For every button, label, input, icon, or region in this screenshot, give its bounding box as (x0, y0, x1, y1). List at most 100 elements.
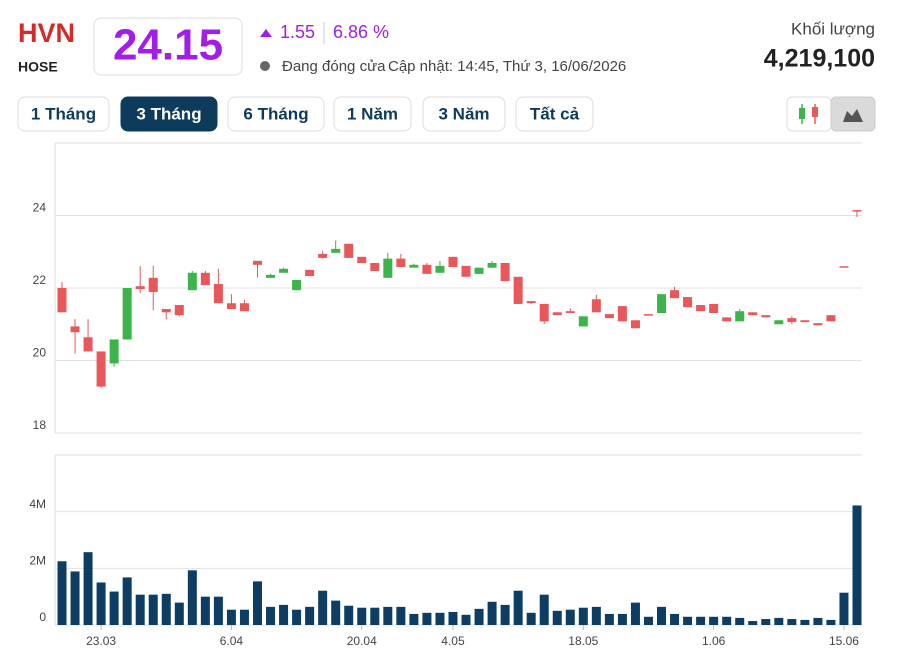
change-percent: 6.86 % (333, 22, 389, 42)
candle-body (513, 276, 523, 304)
candle-body (383, 258, 393, 278)
x-tick-label: 15.06 (829, 634, 859, 648)
candle-body (839, 266, 849, 268)
candle-body (57, 288, 67, 313)
exchange: HOSE (18, 59, 58, 75)
volume-bar (396, 606, 406, 625)
volume-bar (787, 619, 797, 625)
volume-bar (226, 609, 236, 625)
range-button[interactable] (515, 96, 594, 132)
candle-body (83, 337, 93, 352)
volume-bar (696, 616, 706, 625)
candle-body (448, 256, 458, 267)
volume-bar (57, 561, 67, 625)
candle-body (266, 274, 276, 278)
y-tick-label: 24 (33, 201, 47, 215)
volume-bar (435, 612, 445, 625)
range-label[interactable]: 3 Tháng (136, 104, 201, 123)
candle-body (226, 303, 236, 310)
volume-bar (826, 619, 836, 625)
volume-bar (187, 570, 197, 625)
volume-bar (148, 594, 158, 625)
x-tick-label: 20.04 (347, 634, 377, 648)
area-toggle[interactable] (830, 96, 876, 132)
candle-body (709, 303, 719, 314)
volume-bar (252, 581, 262, 625)
volume-bar (565, 609, 575, 625)
range-label[interactable]: 1 Năm (347, 104, 398, 123)
range-label[interactable]: Tất cả (530, 104, 580, 123)
icon (843, 109, 863, 122)
volume-bar (774, 617, 784, 625)
range-button[interactable] (17, 96, 110, 132)
volume-bar (813, 617, 823, 625)
volume-bar (200, 596, 210, 625)
icon (812, 107, 818, 117)
range-button[interactable] (227, 96, 325, 132)
candle-body (187, 272, 197, 291)
volume-bar (683, 616, 693, 625)
y-tick-label: 18 (33, 418, 47, 432)
candle-body (761, 315, 771, 318)
candle-body (748, 312, 758, 316)
volume-bar (839, 592, 849, 625)
volume-bar (761, 619, 771, 625)
candle-body (474, 267, 484, 274)
volume-bar (174, 602, 184, 625)
y-tick-label: 22 (33, 273, 47, 287)
range-button[interactable] (333, 96, 412, 132)
candle-body (643, 314, 653, 316)
volume-bar (709, 616, 719, 625)
candle-body (135, 286, 145, 290)
volume-bar (422, 612, 432, 625)
candle-body (318, 253, 328, 258)
y-tick-label: 0 (39, 610, 46, 624)
candle-body (148, 277, 158, 292)
candle-body (722, 317, 732, 322)
range-label[interactable]: 1 Tháng (31, 104, 96, 123)
candle-body (305, 269, 315, 277)
candle-body (539, 303, 549, 322)
volume-bar (292, 609, 302, 625)
x-tick-label: 18.05 (568, 634, 598, 648)
candle-body (96, 351, 106, 387)
range-button[interactable] (120, 96, 218, 132)
volume-bar (617, 613, 627, 625)
volume-bar (109, 591, 119, 625)
volume-bar (800, 619, 810, 625)
y-tick-label: 4M (29, 497, 46, 511)
range-label[interactable]: 3 Năm (438, 104, 489, 123)
volume-bar (591, 606, 601, 625)
range-button[interactable] (422, 96, 506, 132)
candle-body (552, 312, 562, 316)
volume-bar (344, 605, 354, 625)
volume-bar (513, 590, 523, 625)
status-dot (260, 61, 270, 71)
candle-body (683, 297, 693, 308)
volume-bar (83, 552, 93, 625)
candle-body (239, 303, 249, 312)
volume-bar (266, 606, 276, 625)
status: Đang đóng cửa (282, 58, 386, 75)
change: 1.55 (280, 22, 315, 42)
y-tick-label: 20 (33, 346, 47, 360)
volume-bar (552, 610, 562, 625)
volume-bar (722, 616, 732, 625)
candle-body (370, 262, 380, 271)
candle-toggle[interactable] (786, 96, 832, 132)
volume-bar (357, 607, 367, 625)
candle-body (604, 314, 614, 319)
candle-body (630, 320, 640, 329)
volume-bar (239, 609, 249, 625)
candle-body (487, 262, 497, 268)
volume-bar (526, 612, 536, 625)
candle-body (852, 210, 862, 212)
candle-body (292, 280, 302, 291)
candle-body (774, 320, 784, 325)
y-tick-label: 2M (29, 554, 46, 568)
symbol: HVN (18, 18, 75, 48)
candle-body (526, 301, 536, 304)
range-label[interactable]: 6 Tháng (243, 104, 308, 123)
volume-bar (604, 613, 614, 625)
